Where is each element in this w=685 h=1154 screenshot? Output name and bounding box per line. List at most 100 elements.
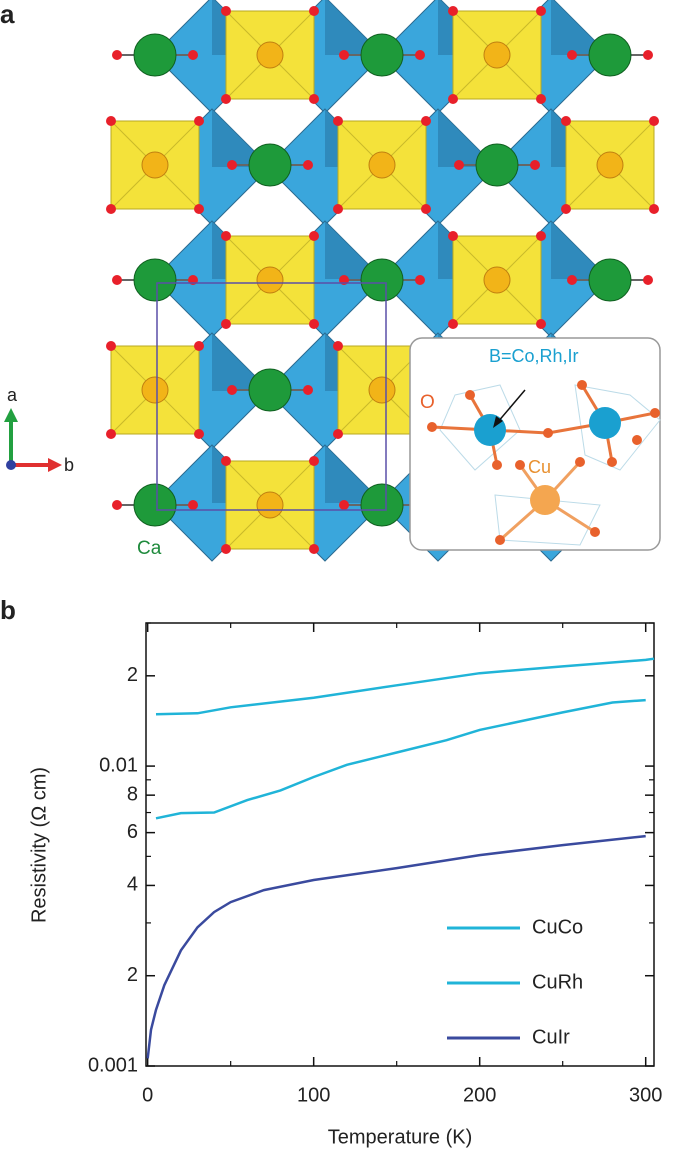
cu-label: Cu: [528, 457, 551, 477]
oxygen: [333, 429, 343, 439]
oxygen: [221, 94, 231, 104]
cu-atom: [483, 41, 511, 69]
series-line: [155, 657, 655, 716]
cu-atom: [256, 41, 284, 69]
o-label: O: [420, 392, 435, 413]
oxygen: [643, 50, 653, 60]
b-arrow-head: [48, 458, 62, 472]
ca-atom: [248, 368, 292, 412]
oxygen: [530, 160, 540, 170]
cu-atom: [256, 266, 284, 294]
oxygen: [194, 341, 204, 351]
cu-atom: [368, 151, 396, 179]
oxygen: [448, 231, 458, 241]
oxygen: [194, 116, 204, 126]
oxygen: [221, 319, 231, 329]
y-tick-label: 8: [127, 783, 138, 805]
oxygen: [567, 275, 577, 285]
x-tick-label: 200: [463, 1084, 496, 1106]
oxygen: [309, 544, 319, 554]
oxygen: [333, 116, 343, 126]
oxygen: [221, 231, 231, 241]
y-tick-label: 4: [127, 874, 138, 896]
oxygen: [221, 544, 231, 554]
axis-b-label: b: [64, 455, 74, 475]
inset-oxygen: [427, 380, 660, 545]
y-tick-label: 0.01: [99, 754, 138, 776]
oxygen: [421, 116, 431, 126]
b-site-label: B=Co,Rh,Ir: [489, 346, 579, 366]
oxygen: [649, 204, 659, 214]
cu-atom: [483, 266, 511, 294]
panel-label: b: [0, 595, 16, 625]
oxygen: [415, 275, 425, 285]
panel-label: a: [0, 0, 15, 29]
cu-atom: [530, 485, 560, 515]
oxygen: [221, 6, 231, 16]
x-tick-label: 300: [629, 1084, 662, 1106]
oxygen: [333, 204, 343, 214]
axis-a-label: a: [7, 385, 18, 405]
oxygen: [227, 385, 237, 395]
oxygen: [339, 500, 349, 510]
oxygen: [448, 94, 458, 104]
oxygen: [112, 50, 122, 60]
cu-atom: [596, 151, 624, 179]
series-line: [146, 834, 646, 1059]
oxygen: [448, 319, 458, 329]
oxygen: [112, 275, 122, 285]
oxygen: [309, 94, 319, 104]
oxygen: [106, 204, 116, 214]
oxygen: [536, 6, 546, 16]
ca-atom: [360, 258, 404, 302]
oxygen: [561, 204, 571, 214]
ca-atom: [133, 483, 177, 527]
oxygen: [106, 341, 116, 351]
oxygen: [309, 231, 319, 241]
oxygen: [561, 116, 571, 126]
oxygen: [536, 94, 546, 104]
oxygen: [188, 500, 198, 510]
oxygen: [536, 319, 546, 329]
legend-label: CuRh: [532, 971, 583, 993]
oxygen: [454, 160, 464, 170]
legend-label: CuCo: [532, 916, 583, 938]
oxygen: [536, 231, 546, 241]
oxygen: [339, 50, 349, 60]
oxygen: [448, 6, 458, 16]
oxygen: [194, 204, 204, 214]
ca-atom: [360, 483, 404, 527]
ca-atom: [360, 33, 404, 77]
oxygen: [303, 385, 313, 395]
chart: b Temperature (K) Resistivity (Ω cm) 0 10…: [0, 595, 662, 1148]
legend-label: CuIr: [532, 1026, 570, 1048]
y-tick-label: 0.001: [88, 1054, 138, 1076]
x-tick-label: 100: [297, 1084, 330, 1106]
oxygen: [309, 319, 319, 329]
ca-atom: [133, 258, 177, 302]
ca-atom: [588, 258, 632, 302]
x-tick-label: 0: [142, 1084, 153, 1106]
oxygen: [221, 456, 231, 466]
a-arrow-head: [4, 408, 18, 422]
pointer-head: [493, 416, 503, 428]
pointer: [496, 389, 526, 424]
inset: B=Co,Rh,Ir O Cu: [409, 337, 661, 551]
b-atom: [589, 407, 621, 439]
oxygen: [106, 116, 116, 126]
oxygen: [188, 50, 198, 60]
y-tick-label: 2: [127, 664, 138, 686]
oxygen: [227, 160, 237, 170]
oxygen: [309, 6, 319, 16]
oxygen: [649, 116, 659, 126]
oxygen: [421, 204, 431, 214]
oxygen: [567, 50, 577, 60]
oxygen: [106, 429, 116, 439]
octahedron-shade: [551, 221, 609, 279]
ca-atom: [248, 143, 292, 187]
inset-polyhedra: [439, 384, 661, 546]
y-tick-label: 6: [127, 821, 138, 843]
cu-atom: [368, 376, 396, 404]
cu-atom: [256, 491, 284, 519]
